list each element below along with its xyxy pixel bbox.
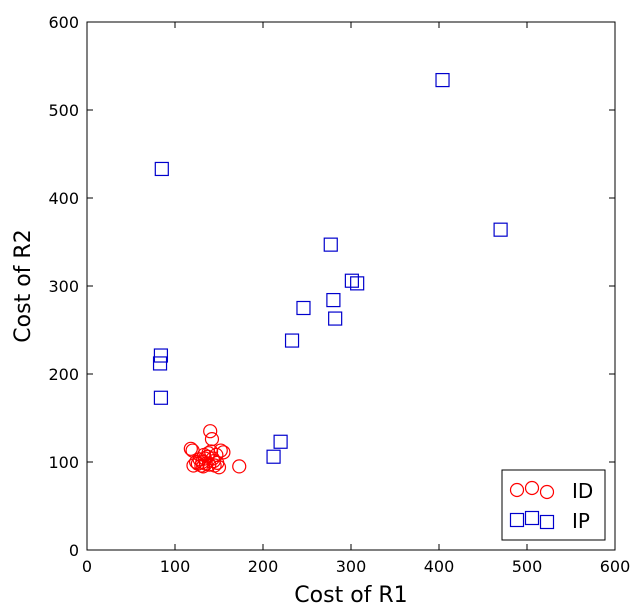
y-axis-ticks: 0 100 200 300 400 500 600: [48, 13, 615, 560]
legend-label-ip: IP: [572, 509, 590, 533]
legend-marker-ip: [524, 510, 540, 526]
data-point-ip: [350, 276, 365, 291]
data-point-ip: [284, 333, 300, 348]
x-tick-label: 600: [600, 557, 631, 576]
data-point-id: [183, 441, 198, 456]
x-tick-label: 200: [248, 557, 279, 576]
x-axis-ticks: 0 100 200 300 400 500 600: [82, 22, 630, 576]
data-point-ip: [328, 311, 343, 326]
data-point-ip: [326, 292, 341, 308]
x-tick-label: 500: [512, 557, 543, 576]
data-point-ip: [435, 72, 450, 88]
data-point-id: [204, 432, 220, 447]
legend-marker-ip: [539, 514, 555, 530]
data-point-id: [213, 443, 228, 458]
x-tick-label: 100: [160, 557, 191, 576]
x-axis-label: Cost of R1: [294, 583, 407, 604]
y-tick-label: 500: [48, 101, 79, 120]
y-tick-label: 200: [48, 365, 79, 384]
legend-marker-id: [539, 484, 555, 500]
x-tick-label: 400: [424, 557, 455, 576]
legend-marker-id: [509, 482, 525, 498]
y-tick-label: 600: [48, 13, 79, 32]
y-tick-label: 400: [48, 189, 79, 208]
x-tick-label: 300: [336, 557, 367, 576]
series-id: [183, 424, 247, 475]
data-point-ip: [154, 161, 169, 177]
data-point-ip: [273, 434, 288, 449]
plot-marks: [152, 72, 508, 475]
data-point-ip: [323, 237, 338, 252]
legend-marker-id: [524, 480, 540, 496]
x-tick-label: 0: [82, 557, 92, 576]
data-point-ip: [153, 390, 169, 405]
y-axis-label: Cost of R2: [11, 229, 36, 342]
legend-label-id: ID: [572, 479, 593, 503]
data-point-id: [203, 424, 218, 439]
data-point-ip: [153, 348, 169, 363]
y-tick-label: 0: [69, 541, 79, 560]
data-point-ip: [493, 222, 508, 237]
data-point-ip: [266, 449, 281, 464]
legend: ID IP: [501, 469, 606, 541]
data-point-ip: [152, 356, 168, 371]
data-point-ip: [344, 273, 359, 288]
data-point-id: [216, 445, 231, 460]
series-ip: [152, 72, 508, 464]
y-tick-label: 300: [48, 277, 79, 296]
y-tick-label: 100: [48, 453, 79, 472]
data-point-id: [211, 460, 227, 475]
legend-marker-ip: [509, 512, 525, 528]
data-point-ip: [296, 300, 311, 316]
data-point-id: [232, 459, 247, 474]
